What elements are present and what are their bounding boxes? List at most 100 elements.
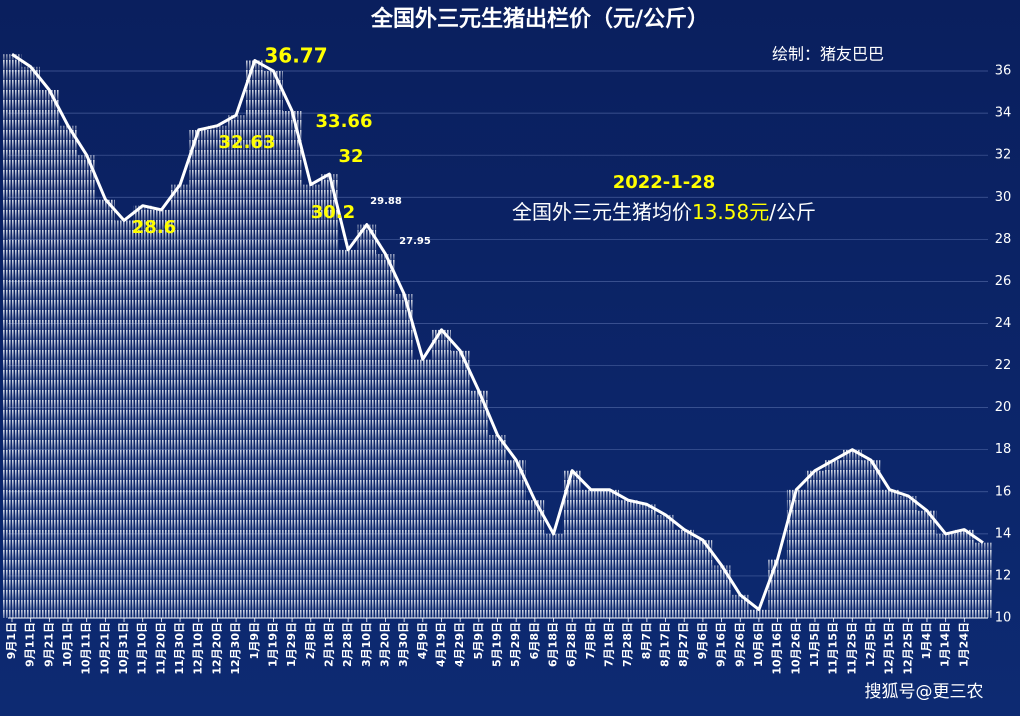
x-tick-label: 6月28日 [565,622,578,667]
x-tick-label: 9月16日 [715,622,728,667]
x-tick-label: 2月28日 [341,622,354,667]
bar [394,294,414,618]
x-tick-label: 1月29日 [285,622,298,667]
x-tick-label: 9月21日 [42,622,55,667]
bar [506,460,526,618]
bar [96,199,115,618]
bar [77,155,97,618]
y-tick-label: 28 [995,232,1012,247]
annotation: 28.6 [132,217,176,238]
y-tick-label: 20 [995,400,1012,415]
callout-date: 2022-1-28 [613,172,716,193]
x-tick-label: 5月19日 [491,622,504,667]
bar [805,470,825,618]
bar [600,489,619,618]
x-tick-label: 3月10日 [360,622,373,667]
x-tick-label: 12月20日 [210,622,223,675]
x-tick-label: 12月25日 [901,622,914,675]
x-tick-label: 8月17日 [659,622,672,667]
x-tick-label: 8月27日 [677,622,690,667]
y-tick-label: 14 [995,526,1012,541]
bar [674,529,694,618]
x-tick-label: 1月4日 [920,622,933,659]
bar [170,184,190,619]
bar [2,54,22,619]
bar [917,510,937,618]
x-tick-label: 3月20日 [378,622,391,667]
bar [656,514,675,618]
x-tick-label: 5月29日 [509,622,522,667]
y-tick-label: 36 [995,64,1012,79]
x-tick-label: 11月5日 [808,622,821,667]
x-tick-label: 2月18日 [322,622,335,667]
bar [768,559,787,618]
bar [58,125,78,618]
bar [842,449,862,618]
bar [693,540,713,618]
callout-value: 13.58元 [692,200,769,224]
annotation: 30.2 [311,202,355,223]
annotation: 29.88 [370,196,402,207]
bar [357,224,377,618]
x-tick-label: 9月1日 [5,622,18,659]
x-tick-label: 9月11日 [24,622,37,667]
bar [898,495,918,618]
callout-unit: /公斤 [769,200,816,224]
bar [525,500,545,618]
price-line [11,52,984,612]
y-tick-label: 24 [995,316,1012,331]
bar [264,71,283,618]
y-tick-label: 18 [995,442,1012,457]
x-tick-label: 9月6日 [696,622,709,659]
bar [786,489,806,618]
x-tick-label: 6月8日 [528,622,541,659]
bar [245,60,265,619]
bar [114,220,134,618]
y-tick-label: 32 [995,148,1012,163]
x-tick-label: 10月1日 [61,622,74,667]
bar [618,500,638,618]
chart-subtitle: 绘制：猪友巴巴 [772,45,884,64]
x-tick-label: 7月28日 [621,622,634,667]
x-tick-label: 8月7日 [640,622,653,659]
bar [824,460,843,618]
y-tick-label: 16 [995,484,1012,499]
y-tick-label: 30 [995,190,1012,205]
y-tick-label: 10 [995,611,1012,626]
x-tick-label: 11月25日 [845,622,858,675]
bar [40,89,59,619]
bar [973,542,993,618]
bar [432,329,451,618]
x-tick-label: 10月6日 [752,622,765,667]
x-tick-label: 1月24日 [957,622,970,667]
x-tick-label: 11月20日 [154,622,167,675]
bar [581,489,601,618]
bar [712,565,731,618]
annotation: 32 [338,146,363,167]
x-tick-label: 7月18日 [603,622,616,667]
x-tick-label: 10月31日 [117,622,130,675]
x-tick-label: 6月18日 [547,622,560,667]
bar [208,125,227,618]
x-tick-label: 10月21日 [98,622,111,675]
annotation: 27.95 [399,236,431,247]
bar [133,205,153,618]
watermark: 搜狐号@更三农 [865,682,984,702]
bar [562,470,582,618]
annotation: 32.63 [219,132,276,153]
bar [413,359,433,618]
x-tick-label: 12月15日 [883,622,896,675]
bar [320,174,339,618]
x-tick-label: 7月8日 [584,622,597,659]
x-tick-label: 11月15日 [827,622,840,675]
x-tick-label: 2月8日 [304,622,317,659]
x-tick-label: 12月5日 [864,622,877,667]
x-tick-label: 4月19日 [434,622,447,667]
x-tick-label: 1月19日 [266,622,279,667]
y-tick-label: 34 [995,106,1012,121]
bar [469,390,489,618]
bar [730,594,750,618]
x-tick-label: 11月10日 [136,622,149,675]
x-tick-label: 1月14日 [939,622,952,667]
